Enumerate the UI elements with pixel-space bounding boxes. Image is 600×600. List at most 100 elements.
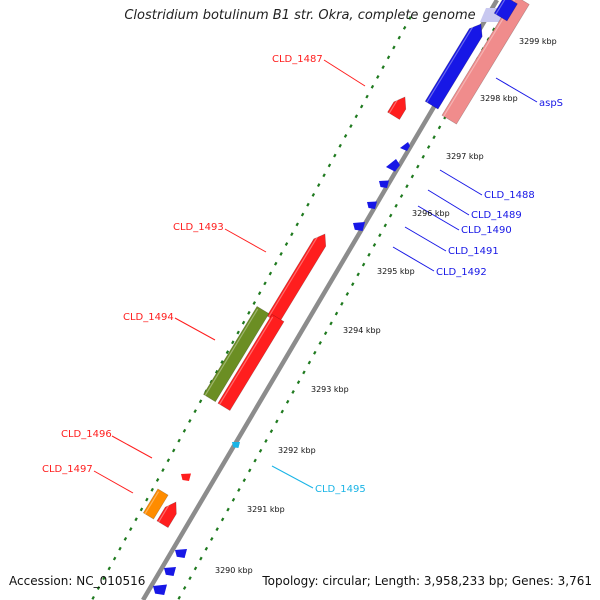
tick-dot bbox=[182, 586, 187, 590]
tick-dot bbox=[290, 232, 294, 237]
tick-dot bbox=[351, 282, 355, 287]
CLD_1493-bar-bevel bbox=[268, 232, 321, 318]
gene-label-cld_1488: CLD_1488 bbox=[484, 190, 535, 201]
tick-dot bbox=[268, 271, 273, 276]
tick-dot bbox=[359, 104, 364, 109]
red-arrow-1496 bbox=[181, 473, 191, 481]
tick-dot bbox=[295, 222, 299, 227]
tick-dot bbox=[356, 272, 360, 277]
blue-arrow-bottom-2 bbox=[164, 567, 176, 576]
tick-dot bbox=[118, 546, 122, 551]
tick-dot bbox=[258, 448, 263, 453]
gene-label-cld_1489: CLD_1489 bbox=[471, 210, 522, 221]
tick-dot bbox=[394, 203, 398, 208]
tick-dot bbox=[345, 292, 350, 296]
tick-dot bbox=[193, 566, 198, 571]
CLD_1487-bar-bevel bbox=[388, 95, 401, 114]
gene-labels: CLD_1487 CLD_1493 CLD_1494 CLD_1496 CLD_1497… bbox=[42, 54, 563, 495]
tick-dot bbox=[231, 497, 236, 502]
leader-line-cld_1493 bbox=[224, 228, 267, 253]
tick-dot bbox=[370, 84, 375, 89]
tick-label-3298-kbp: 3298 kbp bbox=[480, 94, 518, 103]
tick-dot bbox=[241, 320, 246, 325]
CLD_1494-bar bbox=[203, 305, 270, 403]
tick-dot bbox=[269, 429, 274, 434]
tick-dot bbox=[129, 527, 133, 532]
tick-label-3290-kbp: 3290 kbp bbox=[215, 566, 253, 575]
leader-line-cld_1494 bbox=[174, 317, 216, 341]
leader-line-cld_1495 bbox=[271, 465, 314, 489]
blue-arrow-1488 bbox=[400, 142, 410, 151]
tick-dot bbox=[313, 350, 317, 355]
tick-dot bbox=[247, 310, 251, 315]
tick-dot bbox=[322, 173, 326, 178]
blue-arrow-bottom-3 bbox=[153, 584, 167, 595]
tick-dot bbox=[107, 566, 111, 571]
tick-dot bbox=[311, 192, 316, 197]
tick-label-3296-kbp: 3296 kbp bbox=[412, 209, 450, 218]
blue-gene-bar-top-bevel bbox=[495, 0, 506, 15]
tick-dot bbox=[150, 487, 154, 492]
gene-features bbox=[142, 0, 530, 595]
tick-dot bbox=[264, 439, 268, 443]
tick-dot bbox=[188, 419, 192, 423]
tick-dot bbox=[300, 212, 305, 217]
tick-dot bbox=[220, 517, 225, 522]
genome-title: Clostridium botulinum B1 str. Okra, comp… bbox=[124, 8, 476, 23]
tick-dot bbox=[338, 143, 342, 148]
tick-dot bbox=[376, 75, 380, 79]
tick-dot bbox=[177, 438, 181, 443]
tick-dot bbox=[334, 311, 339, 316]
tick-dot bbox=[96, 586, 101, 590]
CLD_1494-partner-bar-bevel bbox=[219, 316, 274, 405]
tick-dot bbox=[372, 243, 377, 247]
tick-dot bbox=[402, 25, 407, 30]
tick-dot bbox=[491, 27, 496, 32]
blue-arrow-1489 bbox=[386, 159, 400, 172]
tick-dot bbox=[275, 419, 279, 424]
tick-dot bbox=[91, 595, 95, 600]
gene-label-cld_1492: CLD_1492 bbox=[436, 267, 487, 278]
tick-dot bbox=[381, 65, 385, 70]
tick-label-3297-kbp: 3297 kbp bbox=[446, 152, 484, 161]
tick-dot bbox=[139, 507, 144, 512]
tick-dot bbox=[225, 350, 230, 355]
tick-dot bbox=[285, 399, 290, 404]
tick-dot bbox=[280, 409, 284, 414]
tick-dot bbox=[204, 546, 209, 551]
tick-dot bbox=[274, 261, 278, 266]
tick-dot bbox=[253, 458, 257, 463]
tick-dot bbox=[329, 321, 333, 326]
CLD_1494-partner-bar bbox=[217, 313, 285, 411]
tick-dot bbox=[327, 163, 332, 168]
tick-dot bbox=[307, 360, 312, 365]
CLD_1497-orange-bar bbox=[142, 488, 169, 520]
tick-dot bbox=[279, 251, 283, 256]
tick-dot bbox=[405, 184, 409, 189]
aspS-bar bbox=[441, 0, 530, 125]
tick-dot bbox=[426, 145, 431, 149]
tick-dot bbox=[296, 380, 301, 385]
tick-dot bbox=[306, 202, 310, 207]
gene-label-cld_1490: CLD_1490 bbox=[461, 225, 512, 236]
tick-label-3295-kbp: 3295 kbp bbox=[377, 267, 415, 276]
tick-dot bbox=[182, 428, 187, 433]
blue-gene-bar-top bbox=[493, 0, 518, 22]
gene-label-cld_1495: CLD_1495 bbox=[315, 484, 366, 495]
tick-dot bbox=[410, 174, 415, 179]
tick-dot bbox=[354, 114, 359, 119]
tick-dot bbox=[361, 262, 366, 267]
tick-dot bbox=[437, 125, 442, 130]
label-leader-lines bbox=[93, 59, 538, 494]
tick-dot bbox=[161, 468, 165, 473]
tick-dot bbox=[177, 595, 181, 600]
tick-dot bbox=[193, 409, 197, 414]
tick-dot bbox=[333, 153, 337, 158]
CLD_1494-bar-bevel bbox=[204, 308, 259, 396]
tick-label-3291-kbp: 3291 kbp bbox=[247, 505, 285, 514]
tick-dot bbox=[340, 301, 344, 306]
tick-dot bbox=[102, 576, 106, 581]
leader-line-cld_1489 bbox=[427, 189, 470, 216]
